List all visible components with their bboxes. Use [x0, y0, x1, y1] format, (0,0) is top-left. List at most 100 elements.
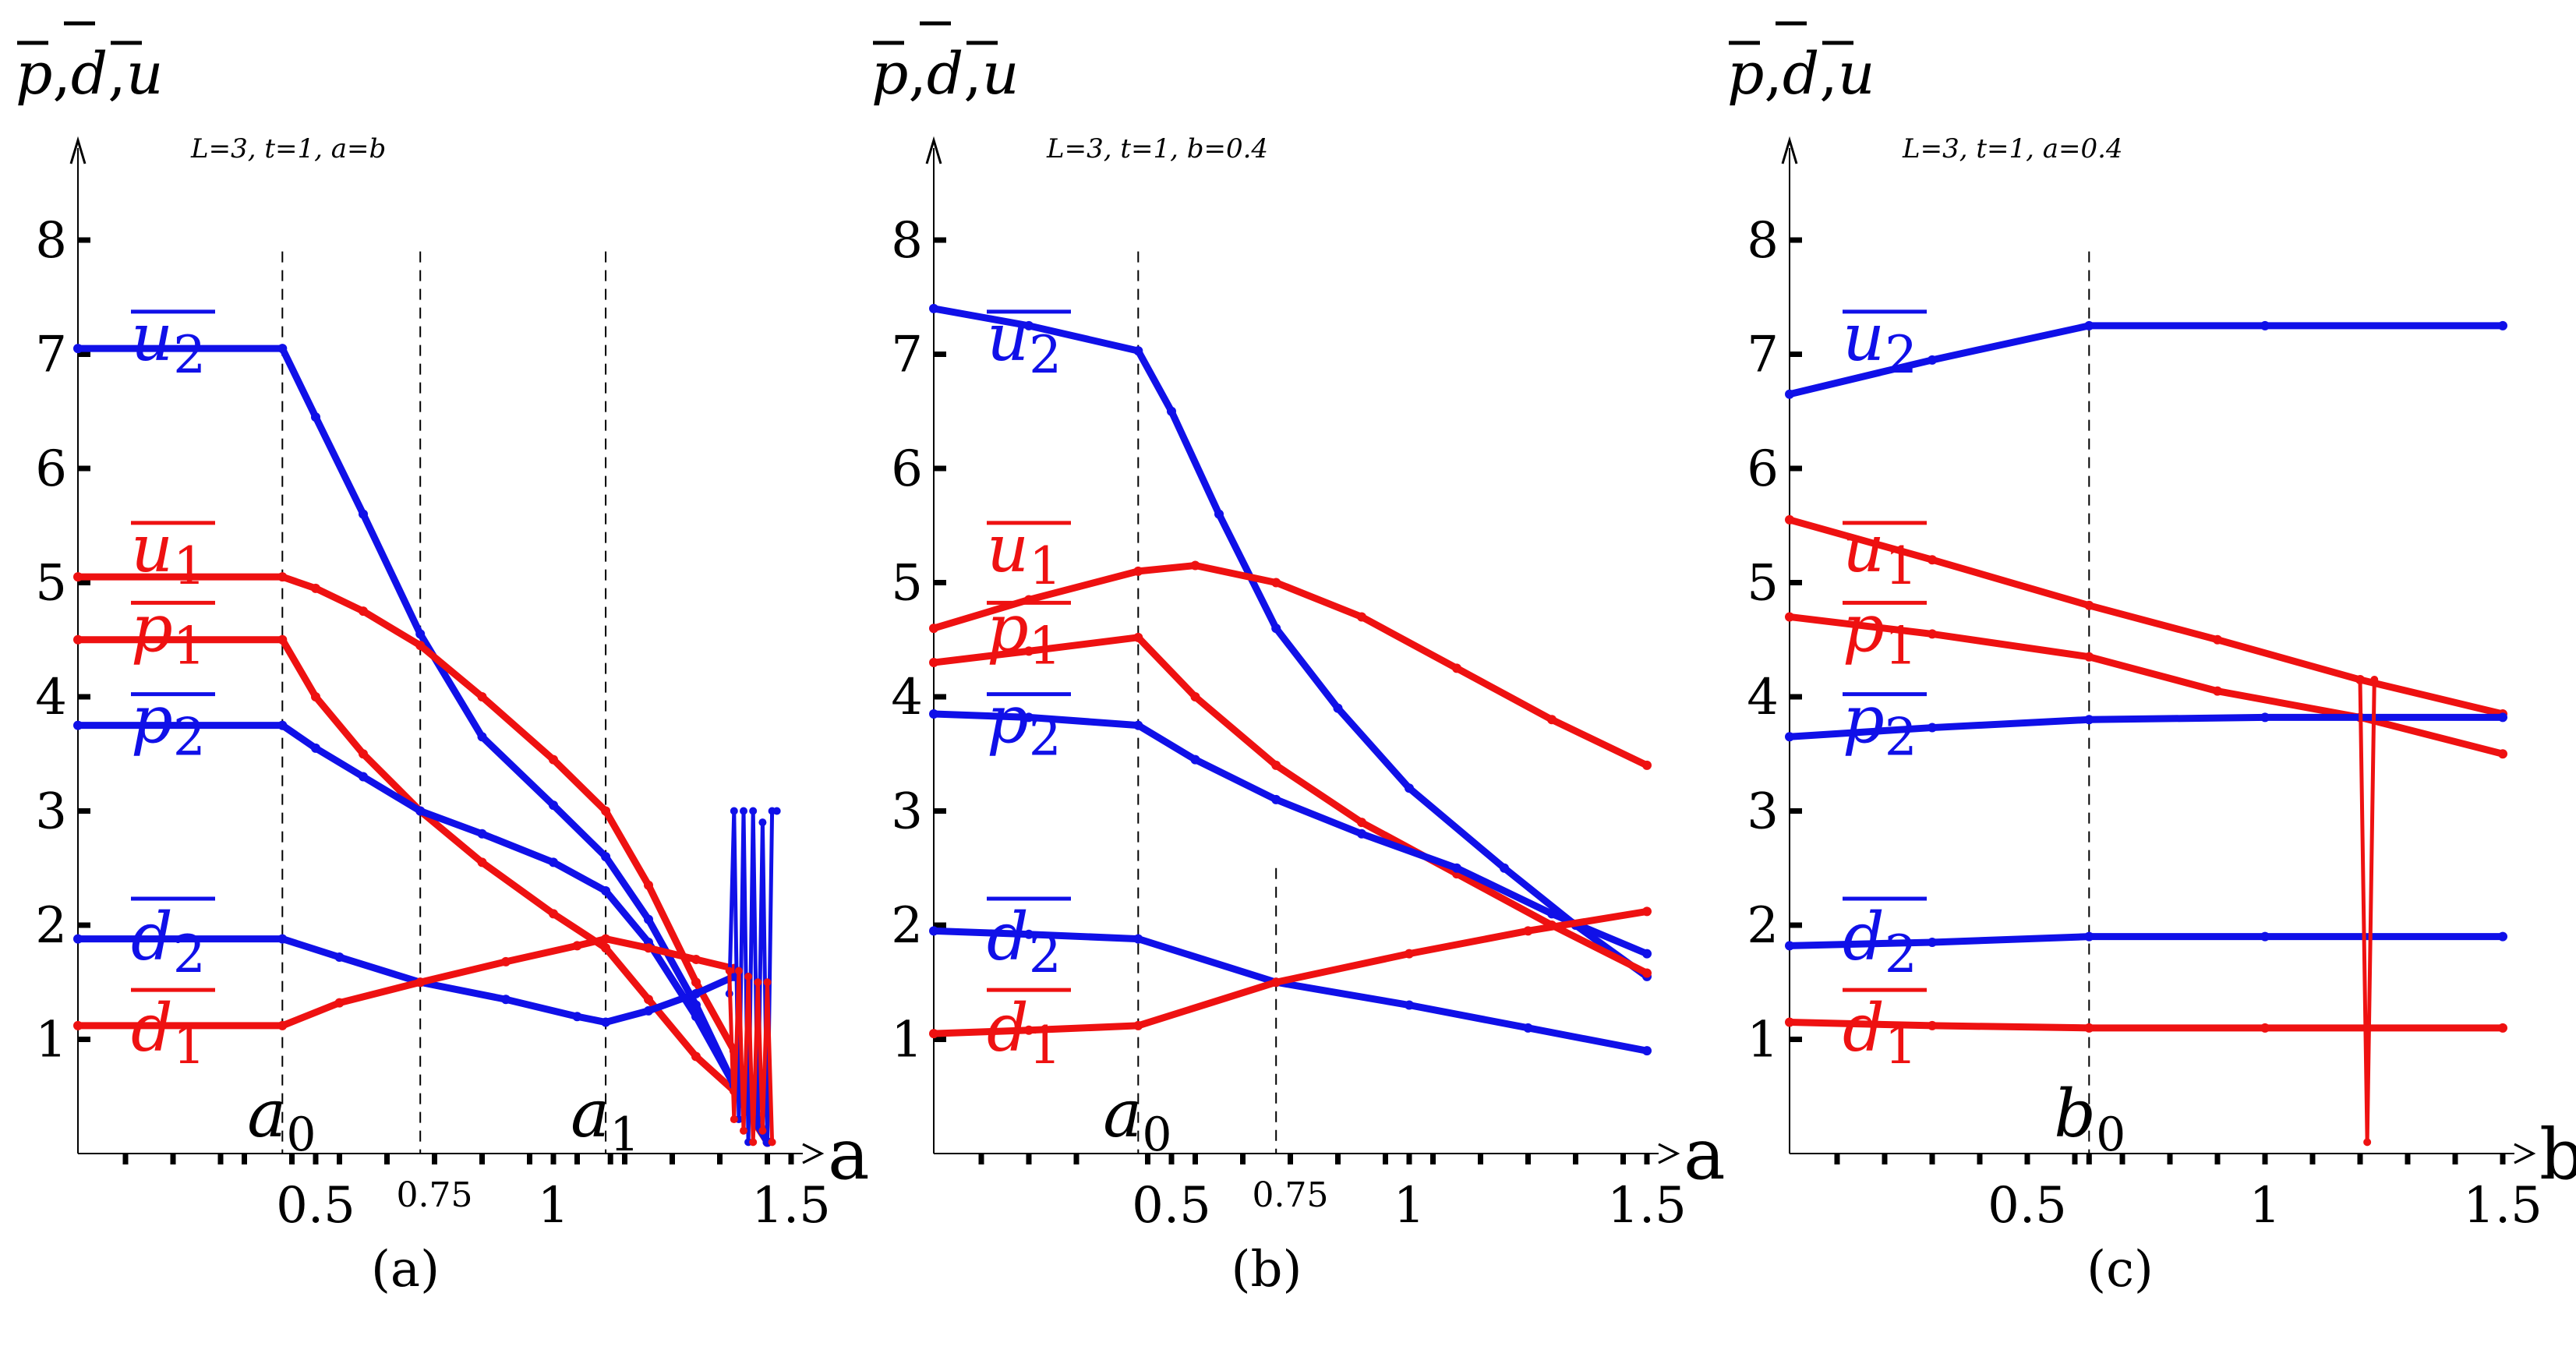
series-label-base: d [131, 990, 173, 1066]
data-point-p1 [1785, 612, 1794, 622]
x-axis-title: b [2539, 1114, 2576, 1196]
data-point-d1 [644, 943, 653, 953]
data-point-oscillation-blue [754, 1115, 762, 1124]
data-point-d1 [1928, 1020, 1937, 1030]
y-tick-label: 3 [35, 783, 67, 841]
vline-label-base: a [247, 1076, 286, 1152]
panel-caption: (a) [371, 1241, 440, 1299]
data-point-d2 [601, 1017, 611, 1027]
data-point-d1 [277, 1020, 288, 1030]
y-tick-label: 4 [1747, 669, 1779, 726]
x-tick-label: 0.75 [1253, 1175, 1329, 1215]
data-point-d2 [1928, 937, 1937, 947]
data-point-p1 [2084, 652, 2094, 662]
data-point-oscillation-blue [772, 807, 781, 815]
series-label-d1: d1 [131, 990, 206, 1076]
data-point-u1 [1357, 612, 1366, 622]
data-point-p1 [1133, 632, 1143, 642]
data-point-d2 [929, 926, 938, 936]
data-point-p2 [549, 857, 558, 867]
data-point-d1 [1133, 1020, 1143, 1030]
data-point-u1 [549, 754, 558, 765]
vline-label: b0 [2054, 1076, 2125, 1162]
data-point-p2 [1642, 949, 1652, 959]
data-point-p1 [1024, 646, 1034, 656]
data-point-spike-red [2370, 676, 2379, 684]
series-label-base: d [1843, 899, 1885, 975]
series-line-spike-red [2358, 677, 2376, 1144]
series-label-d2: d2 [1843, 899, 1917, 984]
data-point-d1 [1271, 977, 1281, 988]
y-tick-label: 6 [1747, 440, 1779, 498]
y-axis-arrow [925, 136, 942, 164]
series-label-base: d [1843, 990, 1885, 1066]
series-label-sub: 2 [1029, 325, 1062, 385]
y-tick-label: 1 [35, 1012, 67, 1069]
y-tick-label: 8 [891, 212, 923, 270]
data-point-p2 [1133, 720, 1143, 730]
series-label-sub: 1 [173, 616, 206, 676]
series-label-sub: 1 [1885, 536, 1917, 596]
y-axis-title-d: d [1783, 41, 1819, 108]
panel-caption: (b) [1231, 1241, 1302, 1299]
y-tick-label: 3 [891, 783, 923, 841]
data-point-d1 [929, 1029, 938, 1039]
data-point-u2 [1271, 624, 1281, 634]
series-label-sub: 1 [1029, 616, 1062, 676]
y-tick-label: 3 [1747, 783, 1779, 841]
data-point-u2 [359, 509, 368, 519]
series-label-sub: 1 [173, 536, 206, 596]
x-axis-arrow [802, 1143, 825, 1164]
data-point-p2 [1452, 863, 1461, 873]
data-point-oscillation-blue [758, 818, 767, 827]
data-point-d2 [2260, 931, 2270, 942]
data-point-d1 [501, 956, 511, 966]
data-point-p2 [2084, 715, 2094, 725]
params-label: L=3, t=1, b=0.4 [1046, 133, 1268, 164]
data-point-u1 [644, 880, 653, 890]
data-point-d1 [2084, 1023, 2094, 1033]
data-point-p1 [1190, 692, 1200, 701]
data-point-p2 [929, 708, 938, 719]
data-point-p1 [929, 658, 938, 668]
data-point-p1 [549, 909, 558, 919]
data-point-d1 [572, 941, 582, 951]
data-point-u2 [601, 852, 611, 862]
data-point-oscillation-red [758, 1126, 767, 1135]
y-tick-label: 6 [35, 440, 67, 498]
data-point-u2 [277, 344, 288, 354]
y-axis-title-u: u [1838, 41, 1875, 108]
data-point-u1 [311, 583, 320, 593]
x-tick-label: 1 [538, 1177, 570, 1235]
y-tick-label: 1 [1747, 1012, 1779, 1069]
data-point-u1 [691, 977, 701, 988]
data-point-d2 [1024, 929, 1034, 939]
y-tick-label: 2 [1747, 897, 1779, 955]
params-label: L=3, t=1, a=b [190, 133, 386, 164]
y-axis-title-d: d [71, 41, 108, 108]
series-label-d2: d2 [131, 899, 206, 984]
y-axis-title-comma: , [52, 41, 71, 108]
data-point-u2 [644, 914, 653, 924]
data-point-p2 [1785, 732, 1794, 742]
data-point-d2 [2498, 931, 2507, 942]
data-point-d2 [1405, 1000, 1414, 1010]
data-point-p2 [2498, 712, 2507, 723]
y-axis-title-p: p [16, 41, 52, 108]
vline-label: a1 [571, 1076, 639, 1162]
y-tick-label: 2 [891, 897, 923, 955]
y-axis-title-d: d [927, 41, 963, 108]
series-label-d1: d1 [1843, 990, 1917, 1076]
data-point-p1 [2498, 749, 2507, 759]
data-point-p1 [73, 634, 83, 645]
data-point-p2 [277, 720, 288, 730]
series-label-d1: d1 [987, 990, 1062, 1076]
vline-label: a0 [247, 1076, 316, 1162]
data-point-d1 [1024, 1025, 1034, 1035]
data-point-d1 [691, 954, 701, 964]
data-point-oscillation-red [754, 978, 762, 987]
data-point-d2 [277, 934, 288, 944]
data-point-u1 [477, 692, 487, 701]
series-label-sub: 1 [173, 1016, 206, 1076]
